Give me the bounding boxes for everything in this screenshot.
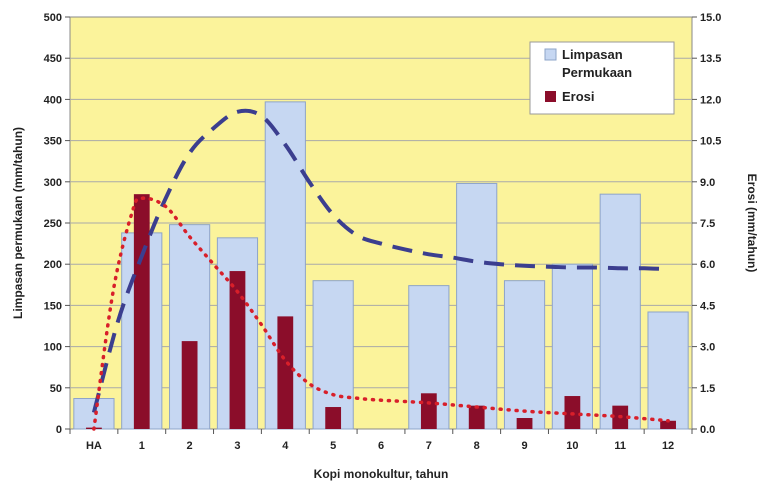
y-axis-left-title: Limpasan permukaan (mm/tahun) [11,127,25,319]
x-tick-label: 2 [187,440,193,452]
x-tick-label: 7 [426,440,432,452]
x-tick-label: 5 [330,440,336,452]
x-axis-title: Kopi monokultur, tahun [314,467,449,481]
bars [73,101,689,430]
y-left-tick-label: 200 [44,259,62,271]
trendline-limpasan [91,108,669,414]
y-left-tick-label: 250 [44,218,62,230]
bar-erosi [325,407,342,429]
y-left-tick-label: 150 [44,300,62,312]
bar-erosi [420,393,437,429]
bar-limpasan [312,280,354,430]
bar-erosi [229,271,246,429]
y-left-tick-label: 500 [44,12,62,24]
y-left-tick-label: 0 [56,424,62,436]
x-tick-label: 3 [234,440,240,452]
y-left-tick-label: 100 [44,342,62,354]
bar-erosi [133,194,150,429]
y-axis-right-title: Erosi (mm/tahun) [745,174,758,273]
x-tick-label: 10 [566,440,578,452]
y-left-tick-label: 450 [44,53,62,65]
bar-erosi [277,316,294,429]
y-right-tick-label: 9.0 [700,177,715,189]
x-tick-label: 9 [521,440,527,452]
bar-limpasan [647,311,689,430]
y-right-tick-label: 4.5 [700,300,715,312]
axes: 0 0.0 50 1.5 100 3.0 150 4.5 200 6.0 250 7.5 300 9.0 3… [44,12,722,452]
legend-swatch-erosi [545,91,556,102]
y-left-tick-label: 350 [44,136,62,148]
y-left-tick-label: 300 [44,177,62,189]
bar-erosi [468,405,485,429]
x-tick-label: 8 [474,440,480,452]
y-right-tick-label: 3.0 [700,342,715,354]
y-right-tick-label: 13.5 [700,53,721,65]
legend: Limpasan Permukaan Erosi [529,41,675,115]
bar-erosi [181,341,198,429]
bar-limpasan [503,280,546,430]
trendline-erosi [92,196,670,431]
bar-erosi [516,418,533,429]
trendlines [91,108,670,431]
bar-limpasan [73,398,115,430]
y-right-tick-label: 10.5 [700,136,721,148]
y-right-tick-label: 6.0 [700,259,715,271]
x-tick-label: 6 [378,440,384,452]
bar-limpasan [599,193,641,430]
x-tick-label: 12 [662,440,674,452]
legend-label-limpasan: Limpasan Permukaan [562,47,632,80]
x-tick-label: 1 [139,440,145,452]
y-right-tick-label: 1.5 [700,383,715,395]
y-left-tick-label: 400 [44,94,62,106]
y-right-tick-label: 15.0 [700,12,721,24]
y-right-tick-label: 12.0 [700,94,721,106]
y-left-tick-label: 50 [50,383,62,395]
legend-swatch-limpasan [544,48,557,61]
y-right-tick-label: 0.0 [700,424,715,436]
legend-label-erosi: Erosi [562,89,595,104]
bar-limpasan [456,182,498,430]
x-tick-label: HA [86,440,102,452]
bar-erosi [660,420,676,429]
x-tick-label: 11 [614,440,626,452]
x-tick-label: 4 [282,440,289,452]
y-right-tick-label: 7.5 [700,218,715,230]
